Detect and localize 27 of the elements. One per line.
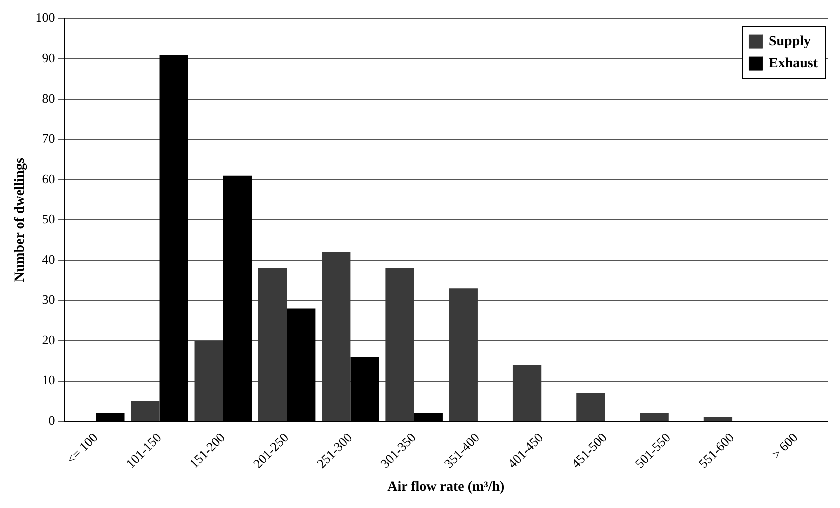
y-tick-label: 80 <box>42 90 56 106</box>
bar <box>131 401 160 422</box>
y-tick-label: 50 <box>42 212 56 227</box>
bar <box>640 413 669 422</box>
bar <box>704 418 733 422</box>
bar <box>386 268 414 422</box>
y-tick-label: 20 <box>42 332 56 348</box>
bar <box>512 365 542 422</box>
legend-label: Supply <box>768 34 812 50</box>
bar <box>449 288 478 422</box>
x-axis-title: Air flow rate (m³/h) <box>388 480 506 496</box>
y-tick-label: 60 <box>42 171 56 186</box>
y-tick-label: 70 <box>42 131 56 146</box>
y-tick-label: 100 <box>36 10 56 26</box>
bar <box>258 268 288 422</box>
legend-label: Exhaust <box>768 56 818 72</box>
x-tick-label: > 600 <box>768 430 801 462</box>
bar <box>322 252 351 422</box>
y-tick-label: 90 <box>42 50 56 66</box>
y-tick-label: 0 <box>48 412 56 428</box>
bar <box>194 340 224 422</box>
y-tick-label: 30 <box>42 292 56 308</box>
y-axis-title: Number of dwellings <box>13 158 28 282</box>
x-tick-label: <= 100 <box>64 430 101 468</box>
y-tick-label: 40 <box>42 252 56 267</box>
bar <box>576 393 606 422</box>
y-tick-label: 10 <box>42 372 56 388</box>
